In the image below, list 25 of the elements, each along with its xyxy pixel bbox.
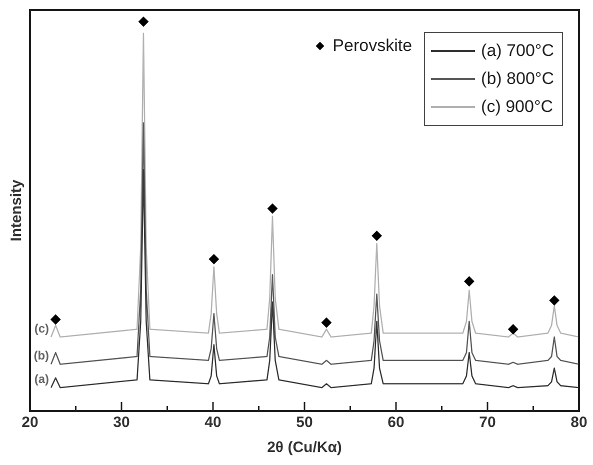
- x-tick-label: 20: [22, 414, 38, 432]
- x-tick-label: 40: [204, 414, 222, 432]
- annotation: (c): [34, 321, 50, 336]
- x-tick-label: 30: [113, 414, 130, 432]
- legend-label: (a) 700°C: [480, 40, 554, 62]
- annotation: (a): [34, 372, 50, 386]
- annotation: (b): [34, 348, 50, 363]
- point: [372, 230, 382, 241]
- point: [321, 318, 332, 328]
- point: [50, 314, 61, 325]
- x-tick-label: 50: [296, 414, 313, 432]
- legend-label: (c) 900°C: [480, 96, 554, 118]
- legend-label: Perovskite: [332, 35, 412, 57]
- y-axis-title: Intensity: [8, 179, 26, 242]
- point: [508, 324, 518, 334]
- x-axis-title: 2θ (Cu/Kα): [267, 439, 342, 456]
- point: [138, 16, 148, 27]
- point: [464, 276, 474, 286]
- point: [549, 295, 560, 306]
- x-tick-label: 60: [388, 414, 404, 432]
- x-tick-label: 80: [570, 414, 588, 432]
- point: [208, 254, 219, 264]
- legend-label: (b) 800°C: [480, 68, 554, 90]
- x-tick-label: 70: [479, 414, 496, 432]
- point: [267, 204, 278, 214]
